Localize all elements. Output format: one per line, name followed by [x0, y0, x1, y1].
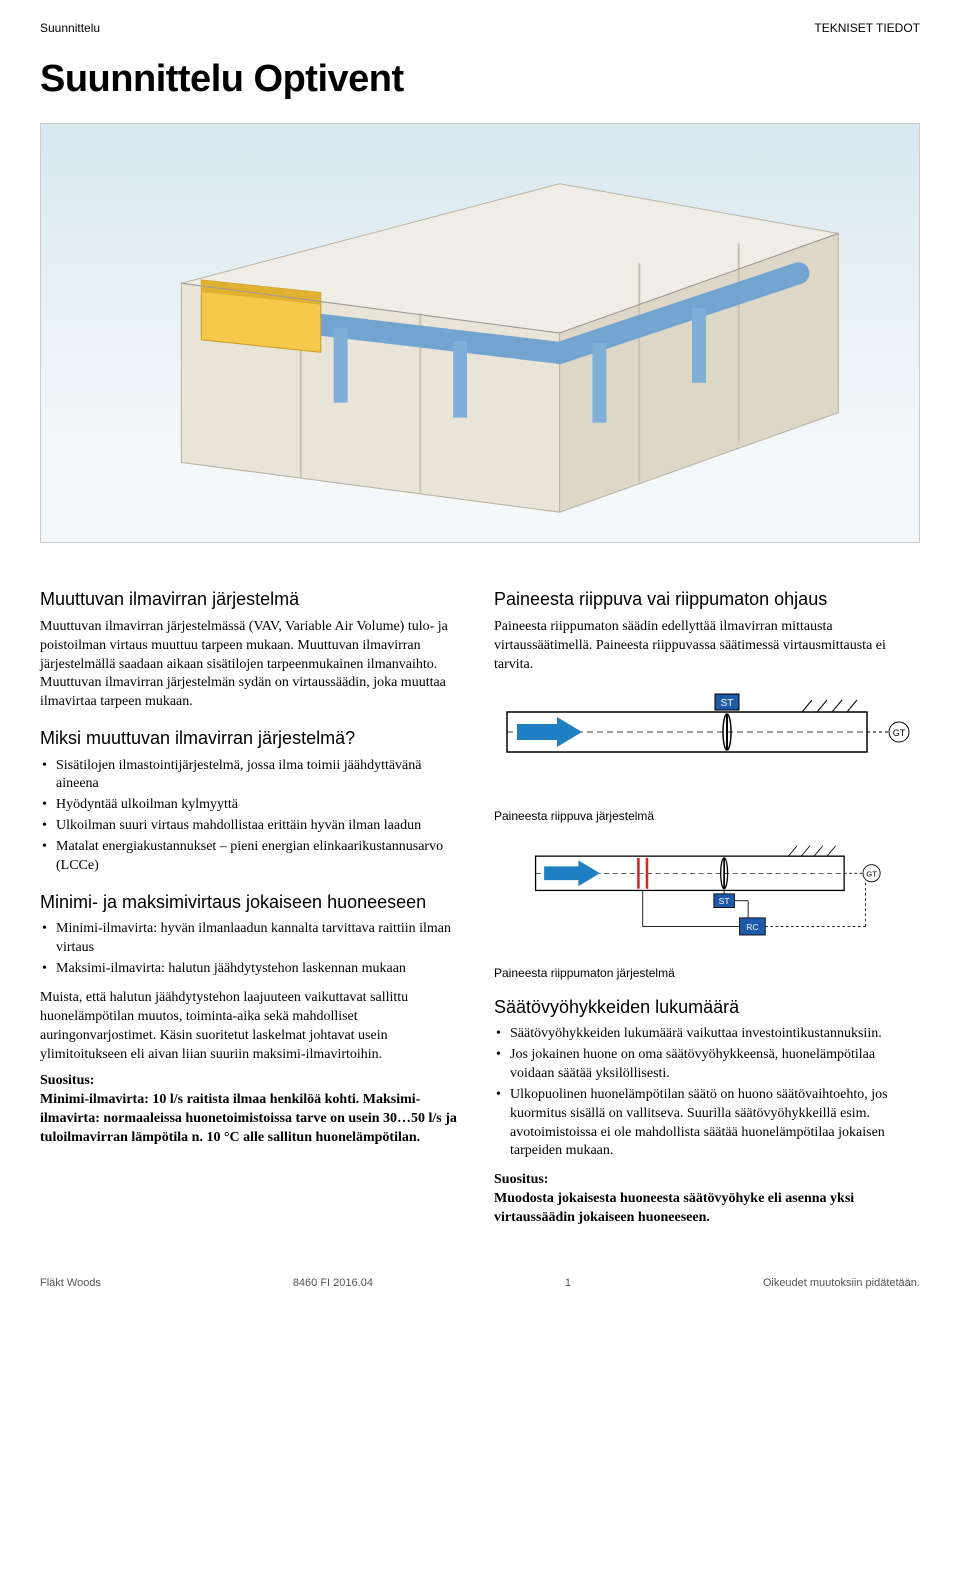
content-columns: Muuttuvan ilmavirran järjestelmä Muuttuv… [40, 573, 920, 1236]
diagram2-caption: Paineesta riippumaton järjestelmä [494, 965, 920, 981]
right-p1: Paineesta riippumaton säädin edellyttää … [494, 618, 920, 675]
page-header: Suunnittelu TEKNISET TIEDOT [40, 20, 920, 36]
left-p1: Muuttuvan ilmavirran järjestelmässä (VAV… [40, 618, 466, 712]
left-h1: Muuttuvan ilmavirran järjestelmä [40, 587, 466, 611]
rec-label: Suositus: [494, 1172, 548, 1187]
right-column: Paineesta riippuva vai riippumaton ohjau… [494, 573, 920, 1236]
right-bullets2: Säätövyöhykkeiden lukumäärä vaikuttaa in… [494, 1025, 920, 1161]
left-rec: Suositus: Minimi-ilmavirta: 10 l/s raiti… [40, 1072, 466, 1148]
hero-illustration [40, 123, 920, 543]
svg-text:ST: ST [721, 698, 734, 709]
building-cutaway-svg [41, 124, 919, 542]
list-item: Maksimi-ilmavirta: halutun jäähdytysteho… [40, 960, 466, 979]
page-title: Suunnittelu Optivent [40, 54, 920, 105]
svg-text:GT: GT [866, 869, 877, 878]
header-right: TEKNISET TIEDOT [814, 20, 920, 36]
left-h3: Minimi- ja maksimivirtaus jokaiseen huon… [40, 890, 466, 914]
svg-text:ST: ST [719, 896, 731, 906]
right-rec: Suositus: Muodosta jokaisesta huoneesta … [494, 1171, 920, 1228]
footer-left: Fläkt Woods [40, 1276, 101, 1291]
diagram1-caption: Paineesta riippuva järjestelmä [494, 808, 920, 824]
list-item: Hyödyntää ulkoilman kylmyyttä [40, 796, 466, 815]
list-item: Ulkopuolinen huonelämpötilan säätö on hu… [494, 1086, 920, 1162]
list-item: Minimi-ilmavirta: hyvän ilmanlaadun kann… [40, 920, 466, 958]
diagram-pressure-independent: ST RC GT [494, 839, 920, 959]
list-item: Ulkoilman suuri virtaus mahdollistaa eri… [40, 817, 466, 836]
svg-text:RC: RC [746, 921, 758, 931]
footer-right: Oikeudet muutoksiin pidätetään. [763, 1276, 920, 1291]
left-h2: Miksi muuttuvan ilmavirran järjestelmä? [40, 726, 466, 750]
left-bullets3: Minimi-ilmavirta: hyvän ilmanlaadun kann… [40, 920, 466, 979]
svg-text:GT: GT [893, 728, 906, 738]
list-item: Sisätilojen ilmastointijärjestelmä, joss… [40, 757, 466, 795]
left-p3: Muista, että halutun jäähdytystehon laaj… [40, 989, 466, 1065]
left-bullets2: Sisätilojen ilmastointijärjestelmä, joss… [40, 757, 466, 876]
rec-label: Suositus: [40, 1073, 94, 1088]
left-column: Muuttuvan ilmavirran järjestelmä Muuttuv… [40, 573, 466, 1236]
header-left: Suunnittelu [40, 20, 100, 36]
list-item: Matalat energiakustannukset – pieni ener… [40, 838, 466, 876]
list-item: Säätövyöhykkeiden lukumäärä vaikuttaa in… [494, 1025, 920, 1044]
right-h1: Paineesta riippuva vai riippumaton ohjau… [494, 587, 920, 611]
list-item: Jos jokainen huone on oma säätövyöhykkee… [494, 1046, 920, 1084]
diagram-pressure-dependent: ST GT [494, 682, 920, 802]
page-footer: Fläkt Woods 8460 FI 2016.04 1 Oikeudet m… [40, 1276, 920, 1291]
footer-page: 1 [565, 1276, 571, 1291]
rec-body: Muodosta jokaisesta huoneesta säätövyöhy… [494, 1191, 854, 1225]
right-h2: Säätövyöhykkeiden lukumäärä [494, 995, 920, 1019]
rec-body: Minimi-ilmavirta: 10 l/s raitista ilmaa … [40, 1092, 457, 1145]
footer-code: 8460 FI 2016.04 [293, 1276, 373, 1291]
